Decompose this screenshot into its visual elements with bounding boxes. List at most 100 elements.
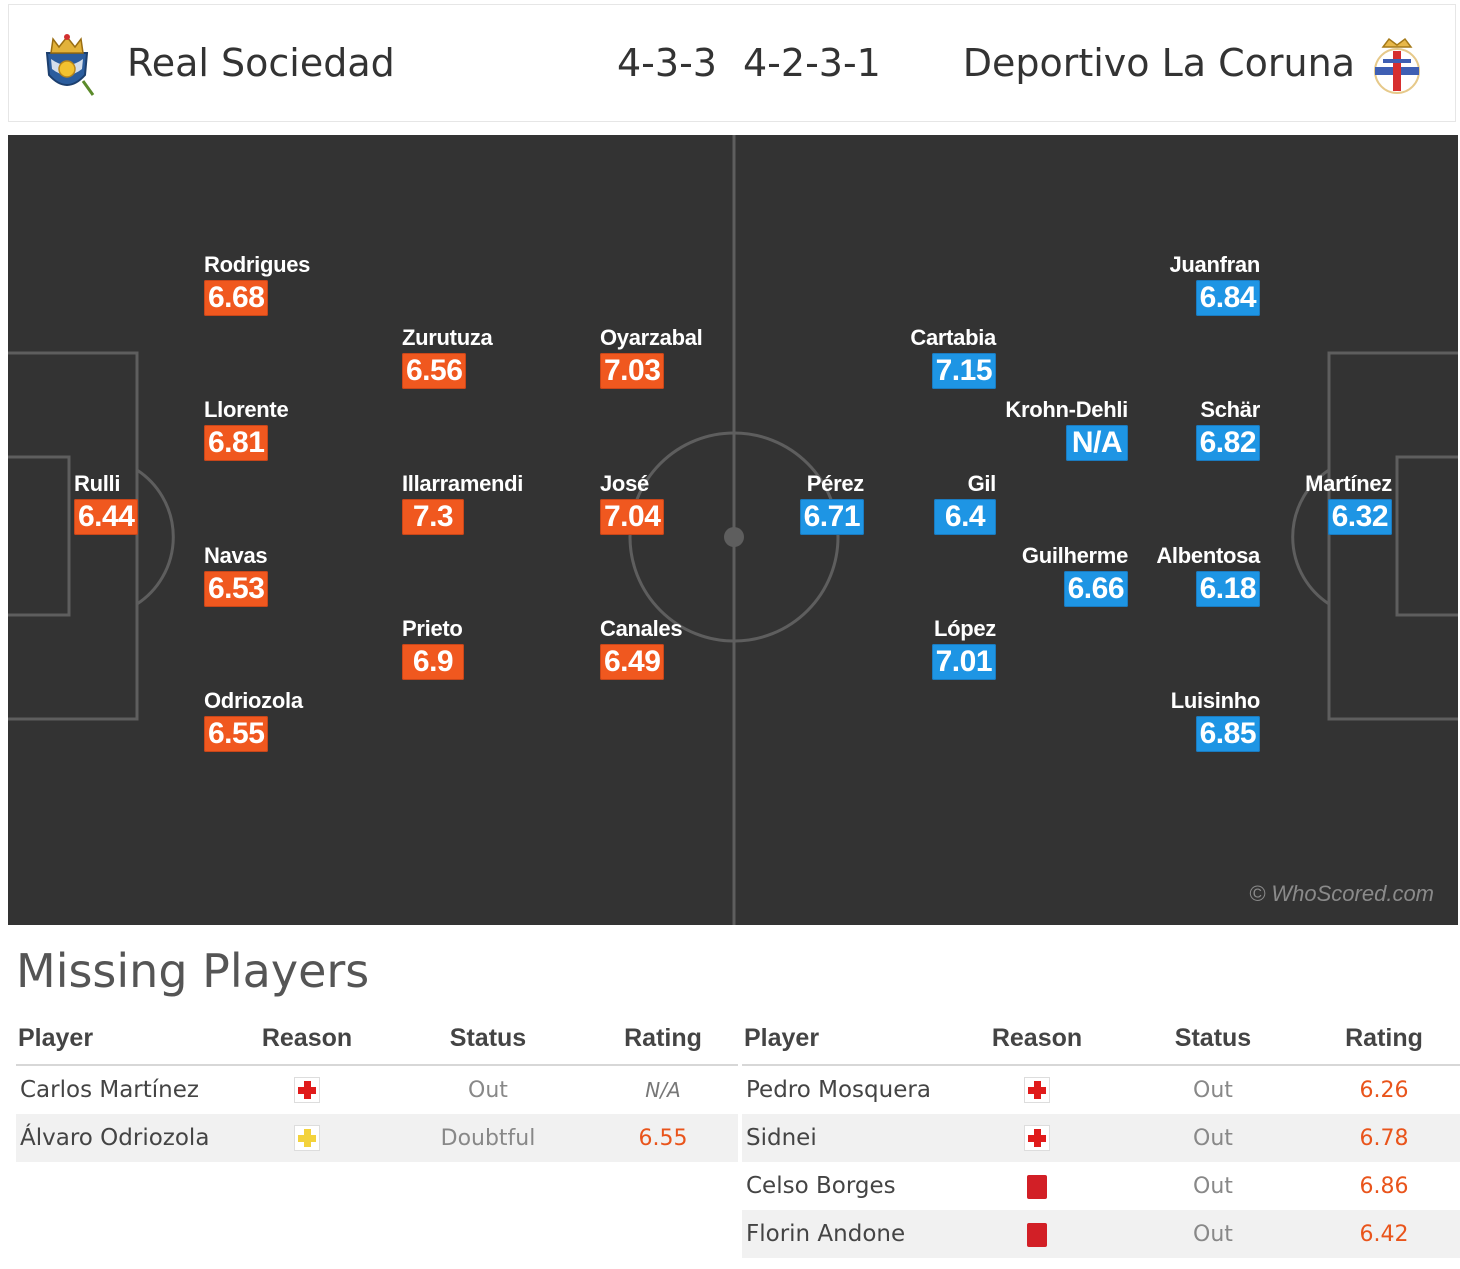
- missing-reason: [956, 1162, 1118, 1210]
- player-rating-badge: 6.49: [600, 644, 665, 680]
- column-header-player[interactable]: Player: [16, 1012, 226, 1066]
- player-name: Oyarzabal: [600, 325, 703, 350]
- player-rating-badge: 6.71: [799, 499, 864, 535]
- missing-rating: N/A: [645, 1078, 681, 1102]
- missing-player-name[interactable]: Carlos Martínez: [20, 1077, 199, 1103]
- player-name: Guilherme: [1021, 543, 1128, 568]
- player-rating-badge: 7.3: [402, 499, 464, 535]
- missing-player-name[interactable]: Florin Andone: [742, 1210, 956, 1258]
- player-rating-badge: 6.53: [204, 571, 269, 607]
- table-row[interactable]: Celso Borges Out 6.86: [742, 1162, 1460, 1210]
- missing-player-name[interactable]: Álvaro Odriozola: [16, 1114, 226, 1162]
- home-player-prieto[interactable]: Prieto 6.9: [402, 616, 622, 696]
- missing-status: Out: [1193, 1077, 1233, 1103]
- away-player-perez[interactable]: Pérez 6.71: [644, 471, 864, 551]
- player-name: López: [933, 616, 996, 641]
- missing-rating: 6.78: [1308, 1114, 1460, 1162]
- column-header-status[interactable]: Status: [388, 1012, 588, 1066]
- player-name: Albentosa: [1156, 543, 1260, 568]
- injury-icon[interactable]: [1024, 1125, 1050, 1152]
- injury-icon[interactable]: [294, 1077, 320, 1104]
- column-header-rating[interactable]: Rating: [588, 1012, 738, 1066]
- player-name: Llorente: [204, 397, 289, 422]
- missing-rating: 6.86: [1359, 1173, 1409, 1199]
- home-missing-table: Player Reason Status Rating Carlos Martí…: [16, 1012, 738, 1162]
- home-player-canales[interactable]: Canales 6.49: [600, 616, 820, 696]
- home-team-name[interactable]: Real Sociedad: [127, 41, 395, 85]
- missing-player-name[interactable]: Pedro Mosquera: [746, 1077, 931, 1103]
- player-name: Navas: [204, 543, 268, 568]
- missing-status: Out: [1118, 1114, 1308, 1162]
- missing-player-name[interactable]: Celso Borges: [746, 1173, 896, 1199]
- red-card-icon[interactable]: [1027, 1222, 1047, 1247]
- column-header-status[interactable]: Status: [1118, 1012, 1308, 1066]
- away-player-gil[interactable]: Gil 6.4: [776, 471, 996, 551]
- player-rating-badge: 7.01: [931, 644, 996, 680]
- column-header-reason[interactable]: Reason: [956, 1012, 1118, 1066]
- column-header-rating[interactable]: Rating: [1308, 1012, 1460, 1066]
- table-row[interactable]: Pedro Mosquera Out 6.26: [742, 1065, 1460, 1114]
- missing-players-title: Missing Players: [16, 944, 370, 998]
- away-player-luisinho[interactable]: Luisinho 6.85: [1040, 688, 1260, 768]
- missing-reason: [226, 1065, 388, 1114]
- player-rating-badge: 6.68: [204, 280, 269, 316]
- home-player-zurutuza[interactable]: Zurutuza 6.56: [402, 325, 622, 405]
- table-row[interactable]: Carlos Martínez Out N/A: [16, 1065, 738, 1114]
- away-formation: 4-2-3-1: [743, 41, 881, 85]
- missing-rating: 6.55: [588, 1114, 738, 1162]
- away-player-albentosa[interactable]: Albentosa 6.18: [1040, 543, 1260, 623]
- player-name: Martínez: [1305, 471, 1392, 496]
- player-name: Juanfran: [1169, 252, 1260, 277]
- away-player-juanfran[interactable]: Juanfran 6.84: [1040, 252, 1260, 332]
- home-player-llorente[interactable]: Llorente 6.81: [204, 397, 424, 477]
- home-formation: 4-3-3: [617, 41, 717, 85]
- player-name: Cartabia: [910, 325, 996, 350]
- player-rating-badge: 6.32: [1327, 499, 1392, 535]
- player-rating-badge: N/A: [1066, 425, 1128, 461]
- home-player-jose[interactable]: José 7.04: [600, 471, 820, 551]
- player-rating-badge: 6.18: [1195, 571, 1260, 607]
- player-name: Prieto: [402, 616, 463, 641]
- doubtful-icon[interactable]: [294, 1125, 320, 1152]
- table-row[interactable]: Florin Andone Out 6.42: [742, 1210, 1460, 1258]
- away-player-martinez[interactable]: Martínez 6.32: [1172, 471, 1392, 551]
- injury-icon[interactable]: [1024, 1077, 1050, 1104]
- whoscored-watermark: © WhoScored.com: [1249, 881, 1434, 906]
- player-name: Schär: [1200, 397, 1260, 422]
- player-rating-badge: 6.81: [204, 425, 269, 461]
- deportivo-crest-icon: [1374, 37, 1420, 94]
- missing-rating: 6.42: [1308, 1210, 1460, 1258]
- red-card-icon[interactable]: [1027, 1174, 1047, 1199]
- home-player-oyarzabal[interactable]: Oyarzabal 7.03: [600, 325, 820, 405]
- missing-rating: 6.26: [1359, 1077, 1409, 1103]
- player-rating-badge: 6.44: [74, 499, 139, 535]
- home-player-navas[interactable]: Navas 6.53: [204, 543, 424, 623]
- home-player-rodrigues[interactable]: Rodrigues 6.68: [204, 252, 424, 332]
- column-header-reason[interactable]: Reason: [226, 1012, 388, 1066]
- away-player-schar[interactable]: Schär 6.82: [1040, 397, 1260, 477]
- missing-reason: [956, 1210, 1118, 1258]
- player-rating-badge: 6.84: [1195, 280, 1260, 316]
- player-name: Canales: [600, 616, 683, 641]
- player-rating-badge: 6.55: [204, 716, 269, 752]
- home-player-rulli[interactable]: Rulli 6.44: [74, 471, 294, 551]
- player-rating-badge: 6.82: [1195, 425, 1260, 461]
- away-team-name[interactable]: Deportivo La Coruna: [962, 41, 1355, 85]
- table-row[interactable]: Álvaro Odriozola Doubtful 6.55: [16, 1114, 738, 1162]
- player-name: Luisinho: [1170, 688, 1261, 713]
- missing-reason: [956, 1114, 1118, 1162]
- away-player-guilherme[interactable]: Guilherme 6.66: [908, 543, 1128, 623]
- away-player-cartabia[interactable]: Cartabia 7.15: [776, 325, 996, 405]
- match-header: Real Sociedad 4-3-3 4-2-3-1 Deportivo La…: [8, 4, 1456, 122]
- player-name: Zurutuza: [402, 325, 493, 350]
- missing-status: Doubtful: [388, 1114, 588, 1162]
- column-header-player[interactable]: Player: [742, 1012, 956, 1066]
- home-player-odriozola[interactable]: Odriozola 6.55: [204, 688, 424, 768]
- home-player-illarramendi[interactable]: Illarramendi 7.3: [402, 471, 622, 551]
- missing-reason: [956, 1065, 1118, 1114]
- table-header-row: Player Reason Status Rating: [742, 1012, 1460, 1066]
- missing-player-name[interactable]: Sidnei: [742, 1114, 956, 1162]
- table-row[interactable]: Sidnei Out 6.78: [742, 1114, 1460, 1162]
- away-player-lopez[interactable]: López 7.01: [776, 616, 996, 696]
- away-player-krohn-dehli[interactable]: Krohn-Dehli N/A: [908, 397, 1128, 477]
